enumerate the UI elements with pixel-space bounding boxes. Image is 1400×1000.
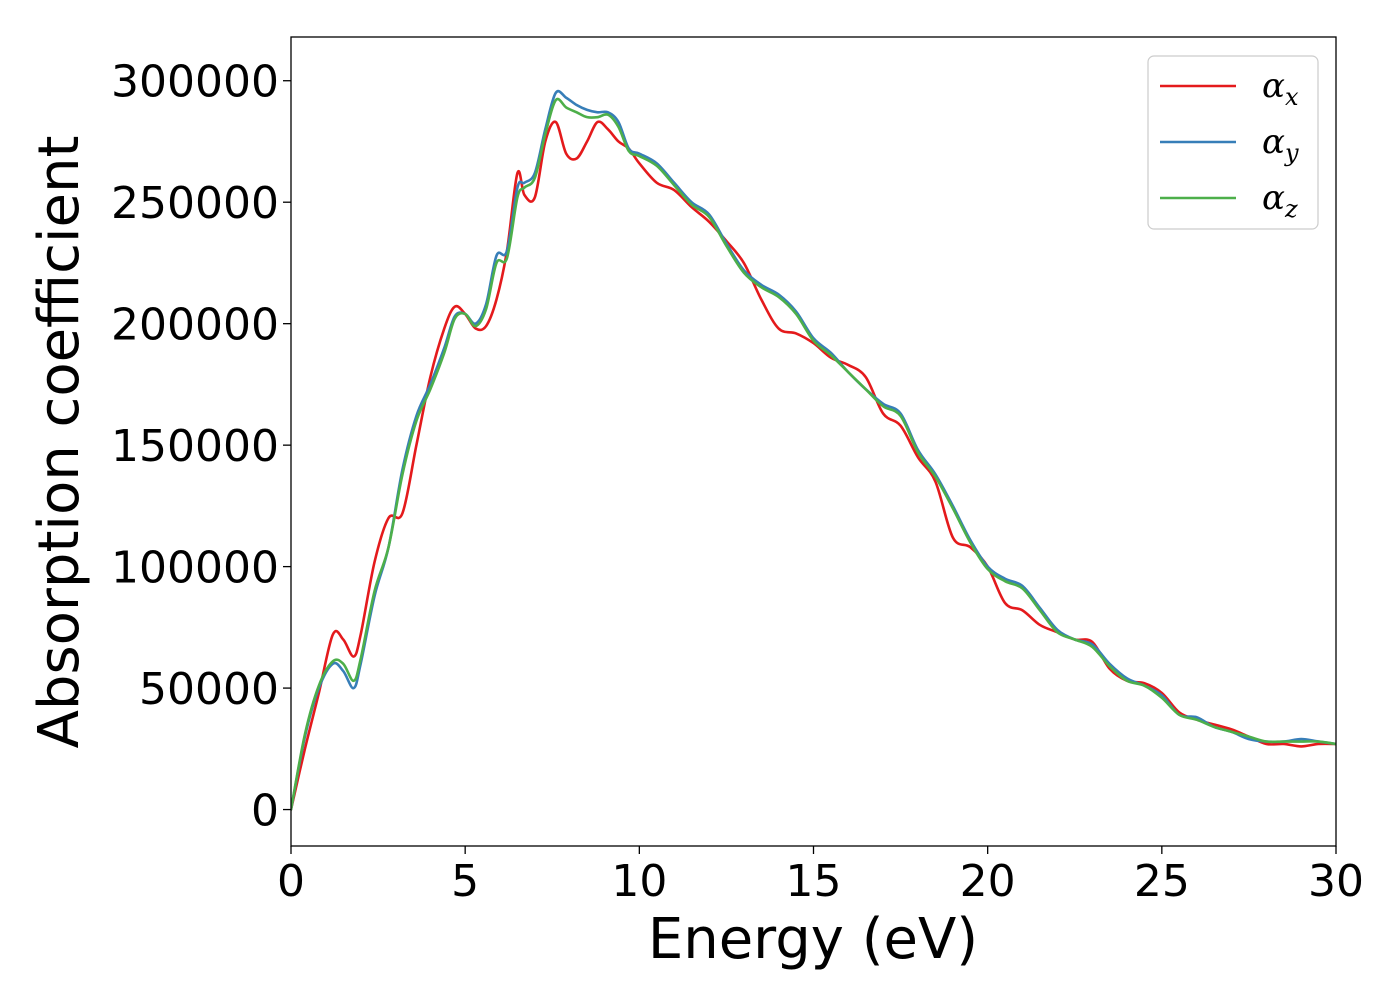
x-tick-label: 0 [277, 856, 305, 907]
x-tick-label: 10 [611, 856, 667, 907]
y-tick-label: 0 [251, 786, 279, 837]
ticks-layer: 0 5 10 15 20 25 30 0 50000 100000 150000 200000 2500… [111, 57, 1364, 907]
legend: αx αy αz [1147, 55, 1319, 230]
y-tick-label: 250000 [111, 178, 279, 229]
series-layer [291, 89, 1336, 811]
series-line-z [291, 97, 1336, 811]
y-tick-label: 50000 [139, 664, 279, 715]
legend-label-x: αx [1262, 66, 1299, 111]
y-tick-label: 300000 [111, 57, 279, 108]
legend-label-y: αy [1262, 122, 1299, 167]
x-axis-title: Energy (eV) [648, 907, 978, 972]
x-tick-label: 15 [786, 856, 842, 907]
y-tick-label: 100000 [111, 543, 279, 594]
x-tick-label: 30 [1308, 856, 1364, 907]
y-tick-label: 150000 [111, 421, 279, 472]
x-tick-label: 25 [1134, 856, 1190, 907]
y-tick-label: 200000 [111, 300, 279, 351]
x-tick-label: 20 [960, 856, 1016, 907]
legend-label-z: αz [1262, 178, 1298, 223]
y-axis-title: Absorption coefficient [27, 136, 92, 749]
series-line-y [291, 89, 1336, 811]
x-tick-label: 5 [451, 856, 479, 907]
